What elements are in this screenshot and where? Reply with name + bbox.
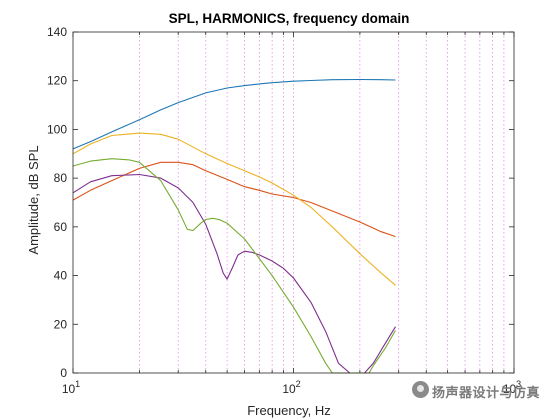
y-tick-label: 100 bbox=[47, 122, 67, 136]
y-axis-label: Amplitude, dB SPL bbox=[26, 145, 41, 254]
y-tick-label: 20 bbox=[54, 317, 68, 331]
axis-ticks: 0 20 40 60 80 100 120 140 101 102 103 bbox=[47, 25, 521, 396]
y-tick-label: 60 bbox=[54, 220, 68, 234]
y-tick-label: 120 bbox=[47, 74, 67, 88]
x-tick-label: 101 bbox=[62, 379, 80, 396]
watermark-text: 扬声器设计与仿真 bbox=[432, 385, 541, 400]
y-tick-label: 0 bbox=[60, 366, 67, 380]
series-line bbox=[72, 161, 396, 238]
x-tick-label: 103 bbox=[503, 379, 521, 396]
wechat-icon bbox=[412, 381, 429, 398]
y-tick-label: 80 bbox=[54, 171, 68, 185]
x-axis-label: Frequency, Hz bbox=[247, 403, 331, 418]
x-grid bbox=[138, 32, 505, 373]
series-line bbox=[72, 78, 396, 150]
series-line bbox=[72, 132, 396, 286]
x-tick-label: 102 bbox=[282, 379, 300, 396]
chart-title: SPL, HARMONICS, frequency domain bbox=[169, 11, 410, 26]
y-tick-label: 140 bbox=[47, 25, 67, 39]
y-tick-label: 40 bbox=[54, 269, 68, 283]
